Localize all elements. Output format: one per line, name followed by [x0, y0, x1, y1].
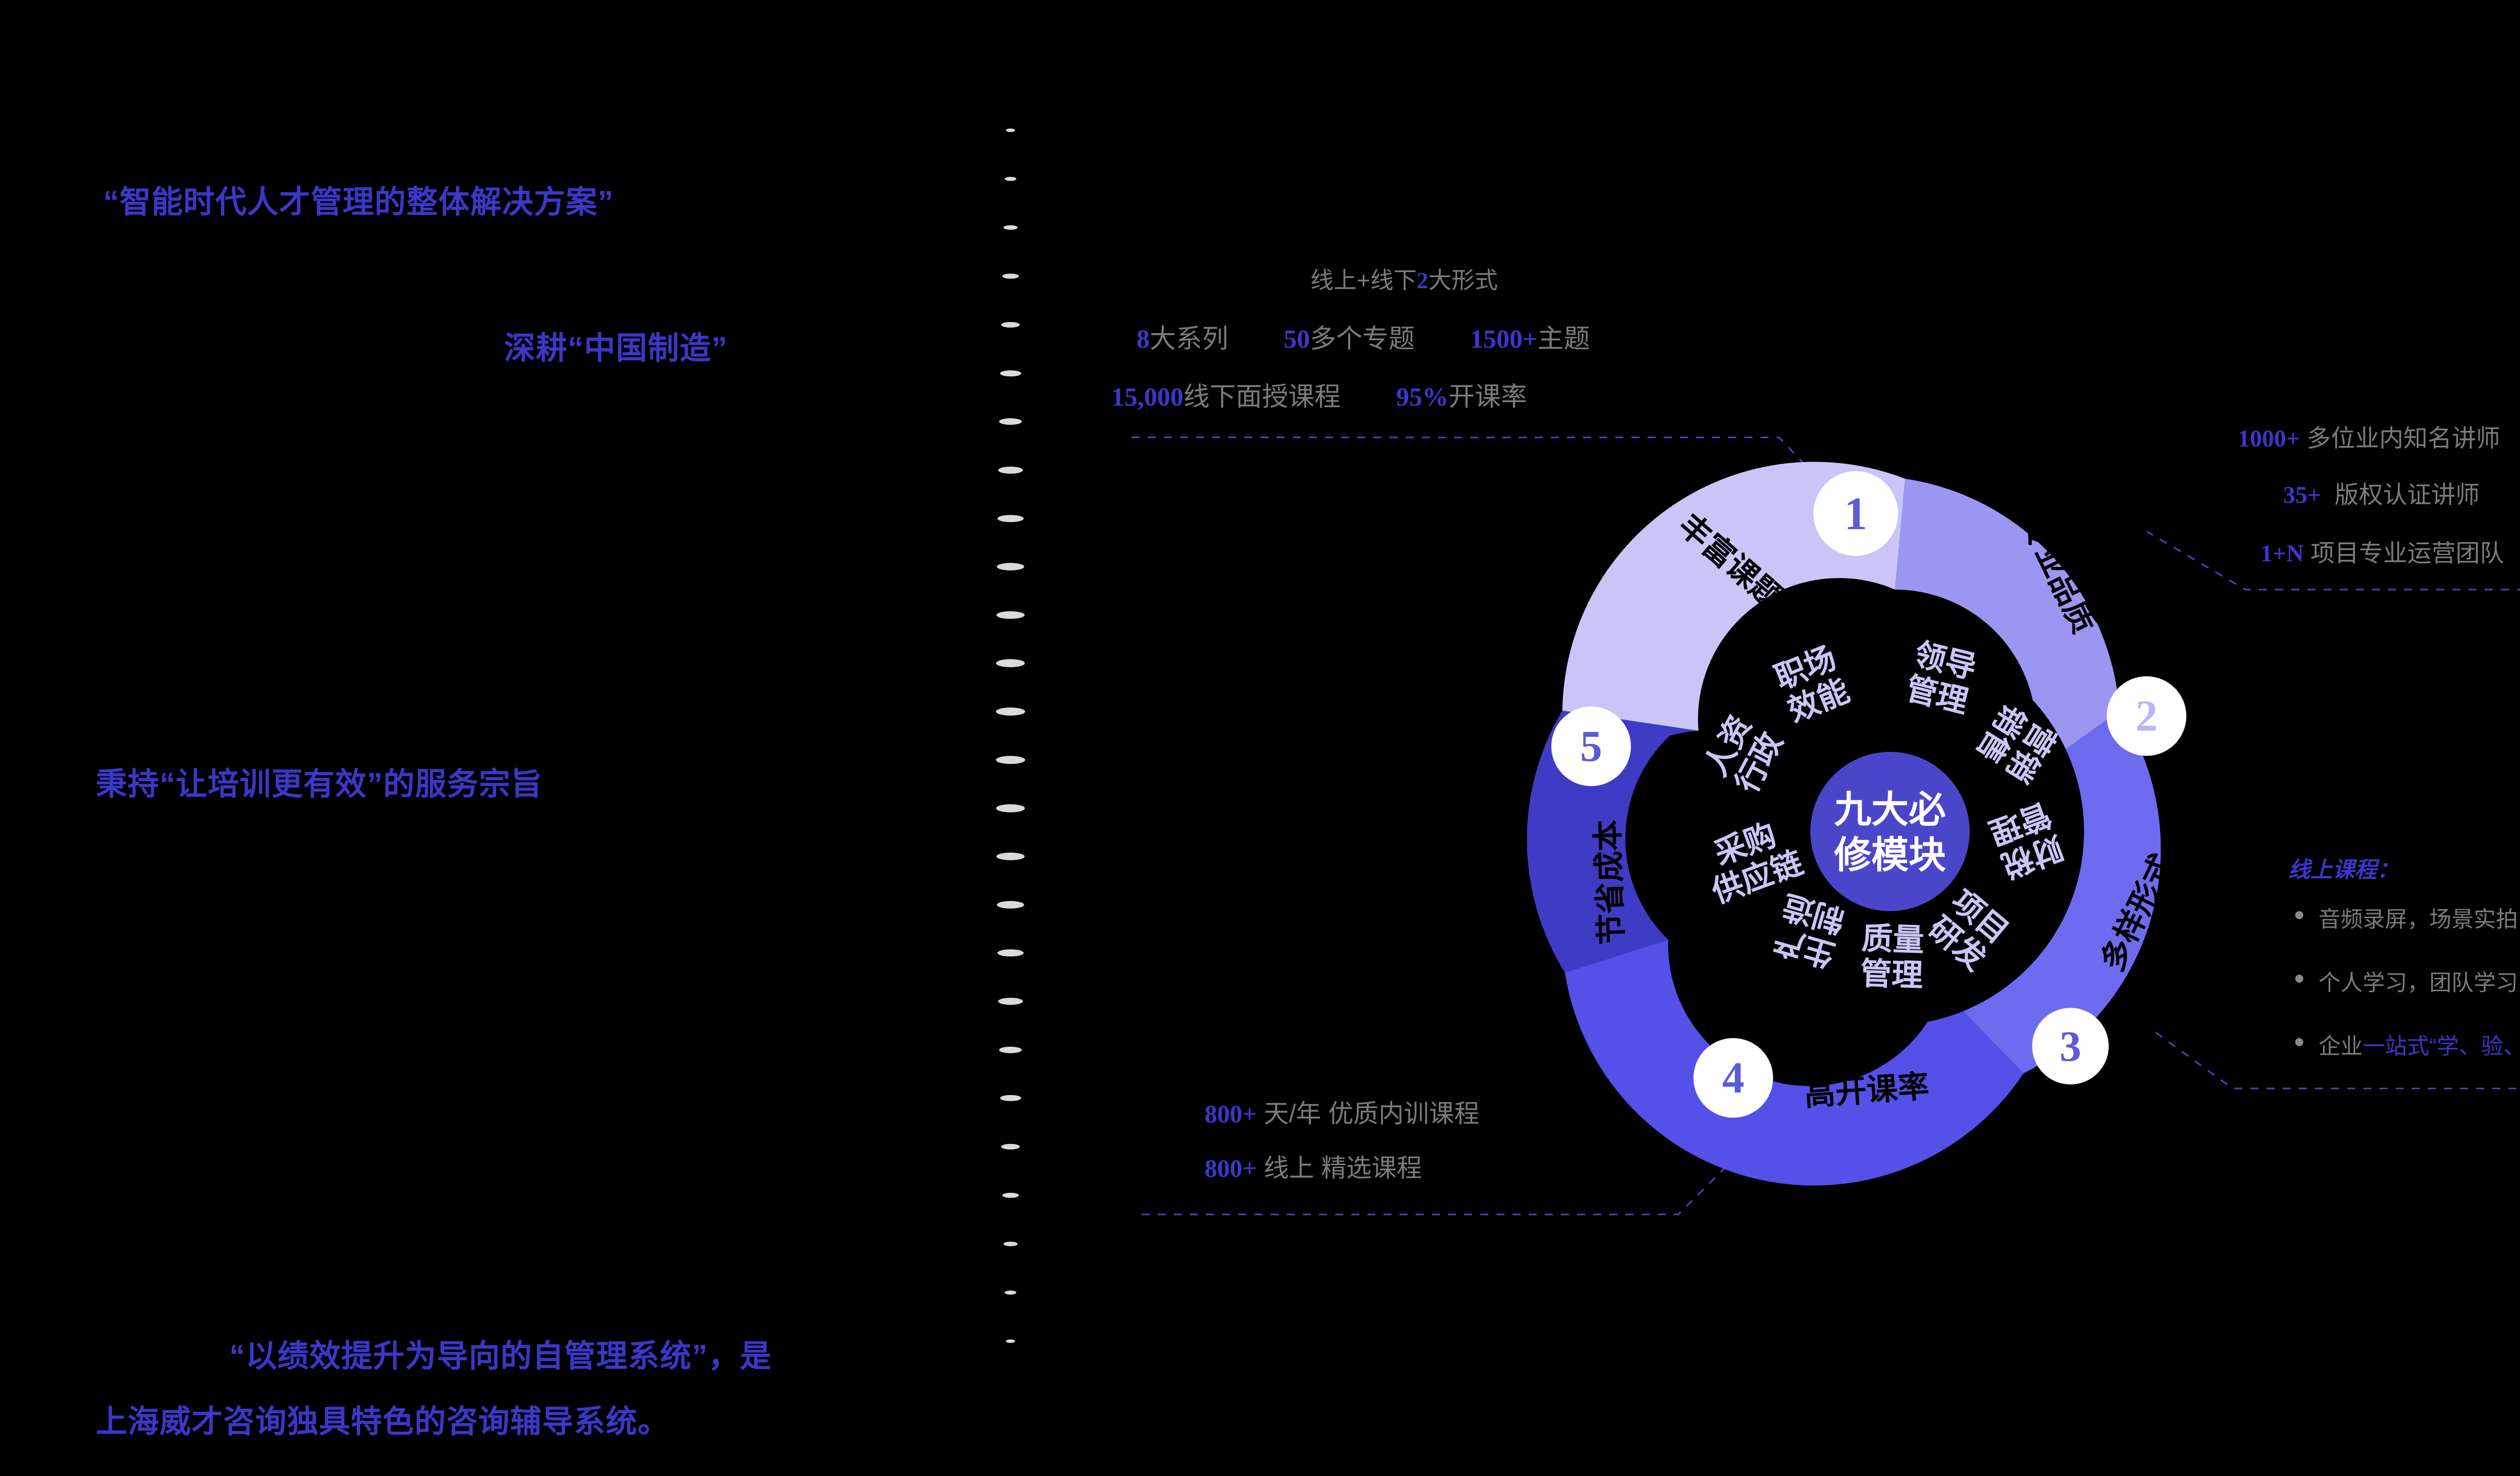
decorative-dot — [999, 1046, 1022, 1053]
stat-forms-prefix: 线上+线下 — [1310, 267, 1417, 293]
decorative-dot — [997, 949, 1024, 957]
list-item: 音频录屏，场景实拍 — [2295, 901, 2520, 933]
stat-series-number: 8 — [1137, 325, 1150, 354]
decorative-dot — [999, 418, 1022, 425]
stat-ops-team: 1+N 项目专业运营团队 — [2260, 533, 2504, 568]
decorative-dot — [997, 515, 1024, 523]
segment-4 — [1565, 940, 2024, 1186]
decorative-dot — [996, 755, 1025, 764]
headline-self-management-line2: 上海威才咨询独具特色的咨询辅导系统。 — [96, 1404, 670, 1439]
headline-service-principle: 秉持“让培训更有效”的服务宗旨 — [96, 767, 543, 802]
stat-online-courses: 800+ 线上 精选课程 — [1205, 1148, 1422, 1184]
decorative-dot — [996, 659, 1025, 668]
stat-series-label: 大系列 — [1150, 325, 1229, 354]
decorative-dot — [1001, 322, 1020, 328]
online-courses-list: 音频录屏，场景实拍 个人学习，团队学习 企业一站式“学、验、测、赛、评”培训管理… — [2288, 901, 2520, 1060]
center-circle — [1810, 752, 1970, 911]
decorative-dot — [998, 466, 1023, 474]
decorative-dot — [1003, 1241, 1018, 1246]
stat-forms-suffix: 大形式 — [1428, 267, 1498, 293]
nine-modules-donut: 职场 效能 领导 管理 人资 行政 营销 销售 采购 供应链 财税 管理 — [1487, 428, 2293, 1235]
stat-inhouse-number: 800+ — [1205, 1100, 1257, 1128]
decorative-dot — [998, 998, 1023, 1005]
online-courses-panel: 线上课程： 音频录屏，场景实拍 个人学习，团队学习 企业一站式“学、验、测、赛、… — [2288, 852, 2520, 1092]
segment-5 — [1527, 711, 1670, 973]
badge-4-number: 4 — [1722, 1053, 1744, 1103]
badge-5[interactable]: 5 — [1551, 707, 1631, 786]
decorative-dot — [996, 804, 1025, 812]
decorative-dot — [1000, 1095, 1021, 1102]
stat-topic-label: 多个专题 — [1310, 325, 1415, 354]
decorative-dot — [996, 901, 1025, 909]
decorative-dot — [1006, 129, 1015, 132]
stat-lecturers: 1000+ 多位业内知名讲师 — [2238, 418, 2500, 454]
online-courses-heading: 线上课程： — [2288, 858, 2399, 882]
stat-forms-number: 2 — [1416, 268, 1428, 293]
decorative-dot-column — [995, 129, 1026, 1343]
stat-offline-label: 线下面授课程 — [1183, 382, 1341, 412]
online-item-text: 企业 — [2318, 1034, 2363, 1059]
stat-row-series: 8大系列 50多个专题 1500+主题 — [1137, 317, 1590, 355]
decorative-dot — [1004, 1290, 1017, 1295]
decorative-dot — [1001, 1143, 1020, 1150]
decorative-dot — [1003, 225, 1018, 230]
stat-subject-number: 1500+ — [1470, 325, 1538, 354]
svg-text:质量: 质量 — [1861, 921, 1925, 958]
stat-lecturers-number: 1000+ — [2238, 425, 2300, 452]
list-item: 个人学习，团队学习 — [2295, 965, 2520, 997]
headline-china-manufacturing: 深耕“中国制造” — [504, 331, 728, 366]
stat-topic-number: 50 — [1284, 325, 1310, 354]
stat-lecturers-label: 多位业内知名讲师 — [2306, 425, 2500, 452]
segment-label-5: 节省成本 — [1591, 819, 1630, 945]
stat-ops-team-label: 项目专业运营团队 — [2310, 540, 2504, 567]
center-title-line2: 修模块 — [1834, 834, 1946, 876]
badge-4[interactable]: 4 — [1693, 1038, 1773, 1118]
decorative-dot — [1000, 370, 1021, 376]
headline-solution: “智能时代人才管理的整体解决方案” — [103, 185, 614, 220]
stat-openrate-number: 95% — [1396, 383, 1449, 412]
stat-online-label: 线上 精选课程 — [1264, 1154, 1422, 1182]
list-item: 企业一站式“学、验、测、赛、评”培训管理平台 — [2295, 1028, 2520, 1060]
stat-certified: 35+ 版权认证讲师 — [2283, 475, 2480, 510]
stat-ops-team-number: 1+N — [2260, 540, 2304, 567]
online-item-text: 个人学习，团队学习 — [2318, 971, 2518, 995]
decorative-dot — [996, 611, 1025, 619]
stat-online-number: 800+ — [1205, 1154, 1257, 1182]
stat-inhouse-label: 天/年 优质内训课程 — [1264, 1100, 1480, 1128]
decorative-dot — [1002, 273, 1019, 279]
center-title-line1: 九大必 — [1834, 789, 1946, 830]
headline-self-management-line1: “以绩效提升为导向的自管理系统”，是 — [229, 1339, 772, 1374]
badge-2-number: 2 — [2135, 691, 2158, 741]
stat-openrate-label: 开课率 — [1448, 382, 1528, 412]
decorative-dot — [996, 708, 1025, 716]
online-item-text: 音频录屏，场景实拍 — [2318, 907, 2518, 932]
stat-forms: 线上+线下2大形式 — [1310, 262, 1498, 295]
stat-subject-label: 主题 — [1537, 325, 1590, 354]
stat-certified-number: 35+ — [2283, 482, 2321, 508]
badge-1[interactable]: 1 — [1813, 471, 1898, 556]
decorative-dot — [1002, 1192, 1019, 1198]
badge-5-number: 5 — [1580, 722, 1602, 771]
decorative-dot — [996, 852, 1025, 861]
stat-row-offline: 15,000线下面授课程 95%开课率 — [1111, 375, 1527, 413]
svg-text:管理: 管理 — [1860, 956, 1923, 993]
badge-3-number: 3 — [2059, 1022, 2082, 1070]
badge-2[interactable]: 2 — [2107, 676, 2186, 756]
stat-certified-label: 版权认证讲师 — [2335, 482, 2480, 508]
stat-offline-number: 15,000 — [1111, 383, 1183, 412]
badge-1-number: 1 — [1844, 488, 1867, 539]
badge-3[interactable]: 3 — [2032, 1008, 2109, 1084]
decorative-dot — [996, 563, 1025, 571]
decorative-dot — [1004, 177, 1017, 181]
stat-inhouse-days: 800+ 天/年 优质内训课程 — [1205, 1094, 1479, 1130]
decorative-dot — [1006, 1339, 1015, 1343]
segment-2 — [1895, 479, 2119, 776]
online-item-highlight: 一站式“学、验、测、赛、评”培训管理平台 — [2363, 1034, 2520, 1059]
